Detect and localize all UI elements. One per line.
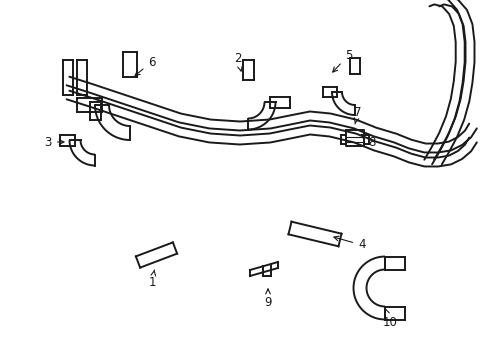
Text: 2: 2 [234,51,242,71]
Text: 6: 6 [135,55,155,76]
Text: 9: 9 [264,289,271,309]
Text: 1: 1 [148,270,156,288]
Text: 10: 10 [382,309,397,328]
Text: 8: 8 [361,134,375,149]
Text: 4: 4 [333,236,365,252]
Text: 7: 7 [353,105,361,124]
Text: 5: 5 [332,49,352,72]
Text: 3: 3 [44,135,64,149]
